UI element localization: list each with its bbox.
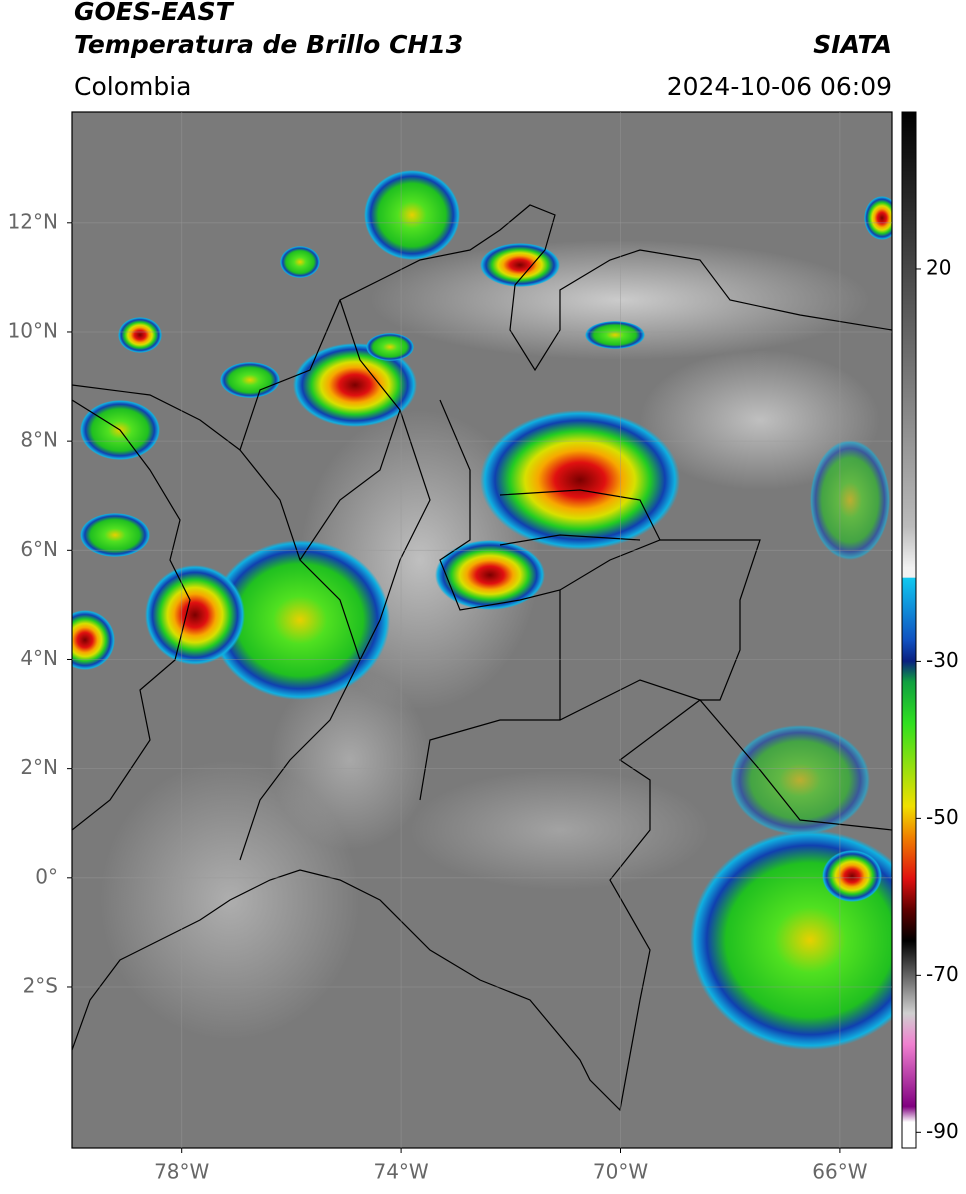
- graticule: [72, 112, 892, 1148]
- borders: [72, 204, 892, 1112]
- storm: [585, 321, 645, 349]
- cloud: [410, 770, 710, 890]
- title: GOES-EAST: [74, 0, 235, 26]
- region: Colombia: [74, 72, 191, 101]
- source: SIATA: [813, 30, 892, 59]
- lat-tick-label: 8°N: [20, 428, 58, 452]
- subtitle: Temperatura de Brillo CH13: [74, 30, 463, 59]
- storm: [480, 410, 680, 550]
- storm: [80, 513, 150, 557]
- lat-tick-label: 2°N: [20, 755, 58, 779]
- lat-tick-label: 2°S: [23, 973, 58, 997]
- storm: [364, 170, 460, 260]
- lat-tick-label: 0°: [35, 864, 58, 888]
- lon-tick-label: 66°W: [812, 1160, 867, 1184]
- storm: [366, 333, 414, 361]
- storm: [220, 362, 280, 398]
- cloud: [270, 670, 430, 850]
- colorbar-tick-label: -50: [926, 805, 959, 829]
- map-frame: [71, 111, 893, 1149]
- lon-tick-label: 70°W: [593, 1160, 648, 1184]
- storm: [480, 243, 560, 287]
- lat-tick-label: 6°N: [20, 537, 58, 561]
- storm: [864, 196, 892, 240]
- storm: [72, 610, 115, 670]
- storm: [435, 540, 545, 610]
- coastline: [72, 399, 191, 831]
- datetime: 2024-10-06 06:09: [667, 72, 892, 101]
- border: [239, 299, 431, 861]
- lat-tick-label: 4°N: [20, 646, 58, 670]
- border: [419, 399, 761, 801]
- colorbar-tick-label: 20: [926, 255, 951, 279]
- storm: [145, 565, 245, 665]
- storm: [730, 725, 870, 835]
- storm: [810, 440, 890, 560]
- colorbar: [901, 111, 917, 1149]
- colorbar-tick-label: -30: [926, 648, 959, 672]
- border: [72, 699, 892, 1112]
- storm: [280, 246, 320, 278]
- coastline: [72, 204, 892, 451]
- lat-tick-label: 12°N: [8, 209, 58, 233]
- storm: [293, 343, 417, 427]
- colorbar-tick-label: -90: [926, 1119, 959, 1143]
- storm: [210, 540, 390, 700]
- satellite-image: [72, 112, 892, 1148]
- storm: [822, 850, 882, 902]
- lat-tick-label: 10°N: [8, 318, 58, 342]
- colorbar-tick-label: -70: [926, 962, 959, 986]
- border: [499, 489, 661, 720]
- storm: [118, 317, 162, 353]
- storm: [690, 830, 892, 1050]
- lon-tick-label: 74°W: [373, 1160, 428, 1184]
- cloud: [640, 350, 880, 490]
- lon-tick-label: 78°W: [154, 1160, 209, 1184]
